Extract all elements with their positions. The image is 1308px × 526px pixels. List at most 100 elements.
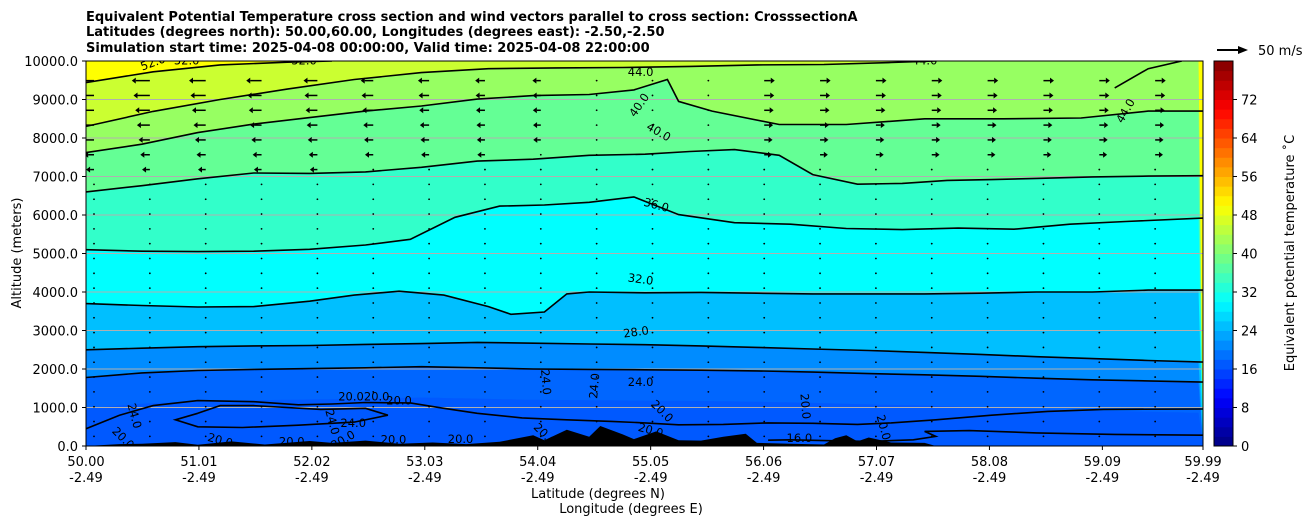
wind-vector bbox=[148, 316, 151, 319]
colorbar-step bbox=[1214, 128, 1233, 139]
colorbar-step bbox=[1214, 359, 1233, 370]
wind-vector-head bbox=[825, 107, 830, 114]
wind-vector bbox=[316, 316, 319, 319]
colorbar-tick-label: 72 bbox=[1241, 94, 1258, 109]
wind-vector bbox=[707, 420, 710, 423]
chart-title-line-2: Latitudes (degrees north): 50.00,60.00, … bbox=[86, 25, 665, 40]
colorbar-step bbox=[1214, 234, 1233, 245]
wind-vector-head bbox=[476, 107, 481, 114]
wind-vector bbox=[1210, 213, 1212, 215]
wind-vector-head bbox=[826, 92, 831, 99]
wind-vector-head bbox=[1160, 107, 1165, 114]
wind-vector bbox=[595, 109, 598, 112]
wind-vector bbox=[1210, 361, 1212, 363]
wind-vector-head bbox=[532, 107, 537, 114]
wind-vector-head bbox=[532, 77, 537, 84]
wind-vector bbox=[651, 346, 654, 349]
wind-vector bbox=[372, 405, 375, 408]
wind-vector bbox=[1210, 198, 1212, 200]
wind-vector-head bbox=[305, 107, 310, 114]
colorbar-tick-label: 32 bbox=[1241, 286, 1258, 301]
wind-vector bbox=[148, 213, 151, 215]
wind-vector bbox=[372, 272, 375, 275]
wind-vector bbox=[763, 168, 766, 171]
wind-vector bbox=[484, 183, 486, 186]
wind-vector bbox=[763, 213, 766, 215]
x-tick-label-lon: -2.49 bbox=[634, 471, 668, 486]
wind-vector bbox=[93, 346, 95, 349]
wind-vector-head bbox=[303, 77, 308, 84]
contour-label: 32.0 bbox=[627, 270, 654, 287]
x-tick-label-lat: 52.02 bbox=[293, 455, 330, 470]
wind-vector bbox=[428, 213, 430, 215]
wind-vector bbox=[986, 302, 989, 304]
wind-vector bbox=[316, 302, 319, 304]
wind-vector bbox=[148, 376, 151, 378]
wind-vector bbox=[651, 168, 654, 171]
wind-vector bbox=[93, 361, 95, 364]
wind-vector bbox=[763, 227, 766, 230]
colorbar-step bbox=[1214, 186, 1233, 197]
wind-vector bbox=[707, 94, 710, 97]
wind-vector bbox=[260, 376, 263, 378]
wind-vector bbox=[1098, 242, 1101, 245]
wind-vector bbox=[428, 242, 430, 245]
wind-vector bbox=[763, 242, 766, 245]
wind-vector bbox=[1154, 183, 1157, 186]
wind-vector bbox=[1042, 257, 1045, 260]
wind-vector bbox=[372, 242, 375, 245]
wind-vector bbox=[651, 391, 654, 393]
wind-vector bbox=[428, 331, 430, 334]
wind-vector bbox=[707, 346, 710, 349]
wind-vector bbox=[986, 168, 989, 171]
wind-vector bbox=[930, 331, 933, 334]
colorbar-step bbox=[1214, 417, 1233, 428]
wind-vector bbox=[707, 168, 710, 171]
wind-vector-head bbox=[880, 136, 885, 143]
wind-vector bbox=[1042, 183, 1045, 186]
wind-vector bbox=[763, 198, 766, 201]
wind-vector bbox=[372, 361, 375, 364]
colorbar-step bbox=[1214, 224, 1233, 235]
y-tick-label: 4000.0 bbox=[33, 286, 79, 301]
wind-vector-head bbox=[418, 92, 423, 99]
wind-vector bbox=[93, 198, 95, 201]
wind-vector bbox=[763, 257, 766, 260]
wind-vector bbox=[651, 376, 654, 378]
wind-vector bbox=[1042, 376, 1045, 378]
contour-label: 52.0 bbox=[174, 54, 200, 68]
colorbar-step bbox=[1214, 61, 1233, 72]
colorbar-step bbox=[1214, 388, 1233, 399]
wind-vector bbox=[1042, 198, 1045, 201]
colorbar-step bbox=[1214, 109, 1233, 120]
wind-vector bbox=[484, 376, 486, 378]
colorbar-step bbox=[1214, 272, 1233, 283]
wind-vector-head bbox=[196, 151, 201, 158]
wind-vector bbox=[930, 227, 933, 230]
wind-vector bbox=[595, 376, 598, 378]
wind-vector-head bbox=[937, 107, 942, 114]
wind-vector bbox=[484, 272, 486, 275]
wind-vector bbox=[316, 391, 319, 393]
wind-vector bbox=[819, 213, 821, 215]
wind-vector-head bbox=[1103, 151, 1108, 158]
wind-vector bbox=[316, 213, 319, 215]
x-axis-title-latitude: Latitude (degrees N) bbox=[531, 487, 665, 502]
wind-vector bbox=[651, 242, 654, 245]
wind-vector-head bbox=[991, 151, 996, 158]
colorbar-step bbox=[1214, 215, 1233, 226]
wind-vector bbox=[1098, 316, 1101, 319]
wind-vector-head bbox=[253, 166, 258, 173]
wind-vector bbox=[316, 287, 319, 290]
wind-vector bbox=[93, 316, 95, 319]
wind-vector bbox=[93, 420, 95, 423]
x-tick-label-lon: -2.49 bbox=[408, 471, 442, 486]
x-tick-label-lon: -2.49 bbox=[860, 471, 894, 486]
y-tick-label: 9000.0 bbox=[33, 94, 79, 109]
wind-vector bbox=[875, 420, 877, 423]
wind-vector bbox=[707, 139, 710, 141]
wind-vector-head bbox=[770, 92, 775, 99]
wind-vector bbox=[1098, 168, 1101, 171]
wind-vector bbox=[316, 257, 319, 260]
wind-vector bbox=[148, 183, 151, 186]
